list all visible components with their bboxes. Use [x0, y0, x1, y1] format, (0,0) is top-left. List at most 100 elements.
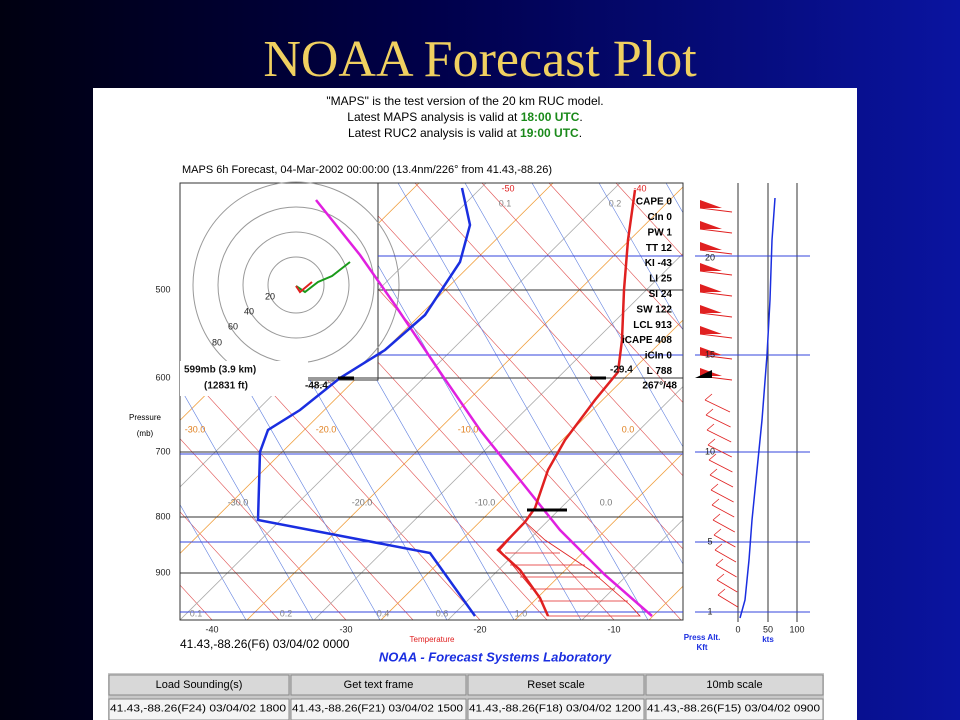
barb-staff [699, 207, 733, 213]
barb-feather [712, 513, 721, 521]
barb-feather [710, 483, 719, 491]
barb [700, 305, 722, 313]
barb [700, 284, 722, 292]
isotherm-label: -20.0 [316, 424, 337, 434]
barb-staff [708, 459, 733, 473]
index-value: SI 24 [649, 289, 673, 300]
indices: CAPE 0 CIn 0 PW 1 TT 12 KI -43 LI 25 SI 24 SW 1… [622, 197, 672, 377]
frame-label[interactable]: 41.43,-88.26(F24) 03/04/02 1800 [110, 704, 287, 715]
button-label[interactable]: Reset scale [527, 679, 584, 691]
isotherm-label: -30.0 [185, 424, 206, 434]
isotherm [380, 319, 683, 620]
plot-frame [179, 182, 684, 621]
pressure-label: (mb) [137, 429, 154, 438]
barb-feather [716, 573, 725, 581]
isotherm-label: -30.0 [228, 497, 249, 507]
button[interactable] [467, 674, 645, 696]
dry-adiabat [180, 291, 481, 620]
barb-staff [717, 594, 739, 608]
speed-tick: 0 [735, 624, 740, 634]
frame-label[interactable]: 41.43,-88.26(F21) 03/04/02 1500 [292, 704, 464, 715]
index-value: iCIn 0 [645, 351, 673, 362]
barb-staff [699, 270, 733, 276]
pressure-tick: 500 [155, 284, 170, 294]
readout-box [180, 361, 308, 396]
header-text: Latest MAPS analysis is valid at [347, 110, 520, 124]
cursor-height: (12831 ft) [204, 381, 248, 392]
header-text: . [579, 110, 582, 124]
temp-tick: -20 [473, 624, 486, 634]
barb-staff [709, 474, 734, 488]
wind-barbs [699, 200, 739, 608]
barb-staff [699, 249, 733, 255]
barb [700, 263, 722, 271]
pressure-tick: 800 [155, 511, 170, 521]
hodograph-box [179, 182, 379, 381]
barb-feather [717, 588, 726, 596]
mixing-label: 1.0 [515, 608, 528, 618]
button-label[interactable]: Get text frame [344, 679, 414, 691]
header-line: Latest MAPS analysis is valid at 18:00 U… [347, 110, 582, 124]
alt-tick: 10 [705, 446, 715, 456]
alt-tick: 5 [707, 536, 712, 546]
mixing-label: 0.1 [499, 198, 512, 208]
barb-feather [709, 468, 718, 476]
alt-tick: 20 [705, 252, 715, 262]
ring-label: 60 [228, 321, 238, 331]
speed-tick: 50 [763, 624, 773, 634]
index-value: iCAPE 408 [622, 335, 672, 346]
barb-feather [704, 393, 713, 401]
index-value: L 788 [647, 366, 673, 377]
frame-label[interactable]: 41.43,-88.26(F18) 03/04/02 1200 [469, 704, 642, 715]
barb-staff [699, 333, 733, 339]
button[interactable] [290, 674, 467, 696]
barb-feather [705, 408, 714, 416]
screenshot: "MAPS" is the test version of the 20 km … [93, 88, 857, 720]
pressure-tick: 900 [155, 567, 170, 577]
frame-option[interactable] [290, 698, 467, 720]
cursor-pressure: 599mb (3.9 km) [184, 365, 256, 376]
barb-staff [713, 534, 736, 548]
barb [700, 326, 722, 334]
barb-feather [711, 498, 720, 506]
header-line: Latest RUC2 analysis is valid at 19:00 U… [348, 126, 582, 140]
button[interactable] [108, 674, 290, 696]
mixing-label: 0.4 [377, 608, 390, 618]
mixing-label: 0.1 [190, 608, 203, 618]
ring [242, 231, 350, 339]
button-label[interactable]: Load Sounding(s) [156, 679, 243, 691]
barb-feather [707, 438, 716, 446]
index-value: CIn 0 [648, 212, 673, 223]
button[interactable] [645, 674, 824, 696]
barb [700, 242, 722, 250]
frame-option[interactable] [645, 698, 824, 720]
temp-tick: -40 [205, 624, 218, 634]
cursor-wind: 267°/48 [642, 381, 677, 392]
frame-option[interactable] [108, 698, 290, 720]
frame-label[interactable]: 41.43,-88.26(F15) 03/04/02 0900 [647, 704, 821, 715]
ring [267, 256, 325, 314]
lab-name: NOAA - Forecast Systems Laboratory [379, 649, 612, 664]
isotherm [447, 386, 683, 620]
isotherm [581, 519, 683, 620]
cursor-temp: -29.4 [610, 365, 633, 376]
dry-adiabat [180, 438, 347, 620]
isotherm-label: -20.0 [352, 497, 373, 507]
wind-alt-lines [695, 255, 810, 613]
button-label[interactable]: 10mb scale [706, 679, 762, 691]
pressure-label: Pressure [129, 413, 162, 422]
hodograph-trace [295, 281, 313, 294]
isotherm-label: 0.0 [622, 424, 635, 434]
hatch-lines [505, 552, 628, 602]
index-value: LI 25 [649, 274, 672, 285]
buttons: Load Sounding(s) 41.43,-88.26(F24) 03/04/… [108, 674, 824, 720]
barb-feather [708, 453, 717, 461]
isotherm [514, 452, 683, 620]
index-value: PW 1 [648, 227, 673, 238]
frame-option[interactable] [467, 698, 645, 720]
temperature-curve [496, 189, 637, 617]
barb-staff [699, 291, 733, 297]
barb-staff [714, 549, 737, 563]
location: 41.43,-88.26(F6) 03/04/02 0000 [180, 637, 350, 651]
